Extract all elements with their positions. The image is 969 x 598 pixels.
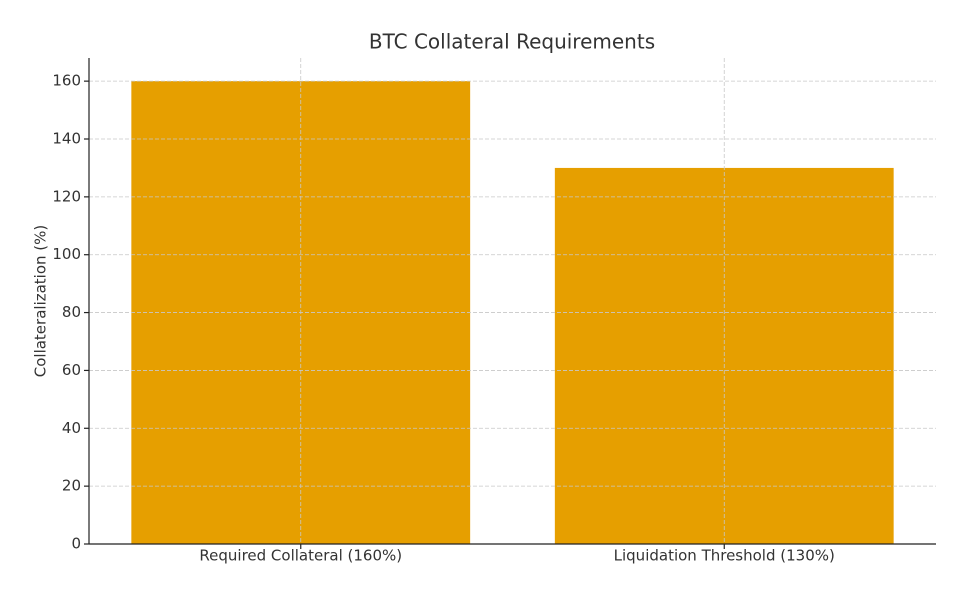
chart-title: BTC Collateral Requirements [369, 30, 655, 54]
y-axis-label: Collateralization (%) [32, 225, 50, 378]
y-tick-label: 120 [52, 187, 81, 205]
y-tick-label: 40 [62, 419, 81, 437]
y-tick-label: 100 [52, 245, 81, 263]
y-tick-label: 80 [62, 303, 81, 321]
x-tick-label: Required Collateral (160%) [199, 547, 402, 565]
y-tick-label: 140 [52, 130, 81, 148]
x-tick-label: Liquidation Threshold (130%) [614, 547, 835, 565]
y-tick-label: 20 [62, 477, 81, 495]
y-tick-label: 160 [52, 72, 81, 90]
y-tick-label: 60 [62, 361, 81, 379]
y-tick-label: 0 [71, 535, 81, 553]
